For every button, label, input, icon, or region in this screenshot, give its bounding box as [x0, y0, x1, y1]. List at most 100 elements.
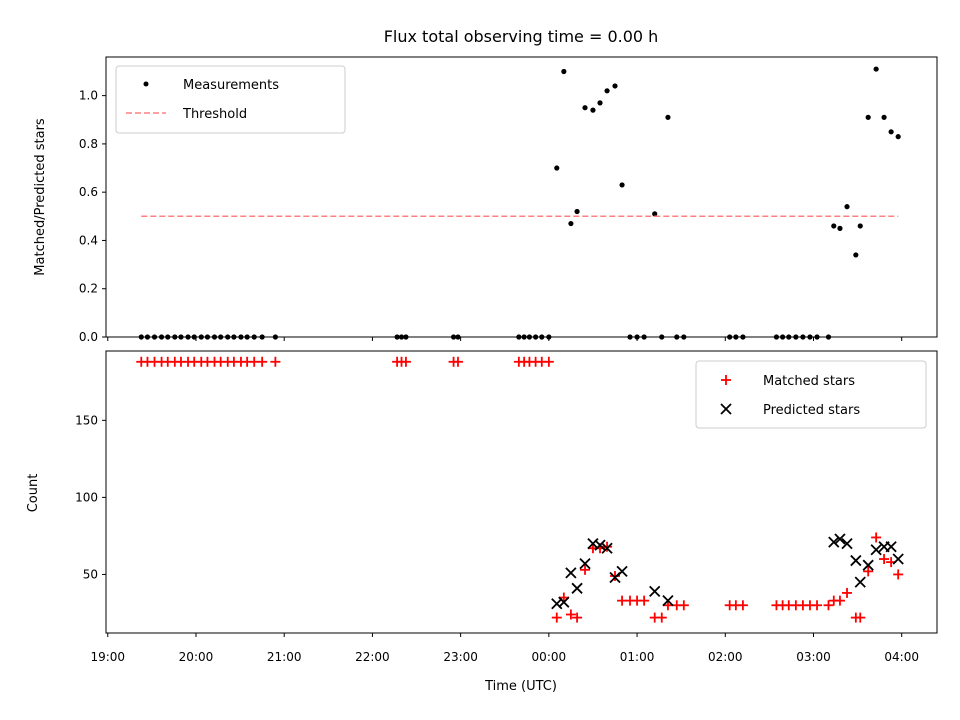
chart-title: Flux total observing time = 0.00 h [384, 27, 659, 46]
point-matched-stars [580, 564, 591, 575]
point-measurements [895, 134, 901, 140]
point-measurements [568, 220, 574, 227]
point-matched-stars [871, 532, 882, 543]
point-measurements [881, 114, 887, 120]
point-predicted-stars [834, 533, 846, 545]
point-predicted-stars [841, 537, 853, 550]
bottom-series [136, 356, 904, 623]
point-measurements [844, 204, 850, 210]
top-ticks: 0.0 0.2 0.4 0.6 0.8 1.0 [79, 89, 903, 344]
x-tick-label: 20:00 [179, 650, 214, 664]
point-matched-stars [572, 612, 583, 623]
legend-marker-matched-stars [721, 375, 731, 385]
point-measurements [865, 114, 871, 120]
x-tick-label: 19:00 [90, 650, 125, 664]
point-matched-stars [270, 356, 281, 367]
legend-label-measurements: Measurements [183, 78, 279, 93]
point-matched-stars [855, 612, 866, 623]
legend-marker-predicted-stars [720, 403, 732, 415]
bottom-legend: Matched stars Predicted stars [695, 360, 927, 429]
point-measurements [590, 107, 596, 113]
top-y-tick-label: 0.4 [79, 233, 98, 247]
point-matched-stars [823, 600, 834, 611]
top-y-axis-label: Matched/Predicted stars [33, 118, 48, 276]
point-measurements [652, 211, 658, 217]
point-predicted-stars [558, 596, 570, 608]
point-predicted-stars [862, 559, 874, 571]
x-tick-label: 01:00 [620, 650, 655, 664]
bottom-y-tick-label: 150 [75, 413, 98, 427]
bottom-ticks: 50 100 150 19:00 20:00 21:00 22:00 23:00 00:00 01… [75, 413, 919, 664]
x-tick-label: 02:00 [708, 650, 743, 664]
point-measurements [582, 105, 588, 111]
bottom-legend-box [695, 360, 927, 429]
point-measurements [604, 88, 610, 94]
point-predicted-stars [850, 554, 862, 567]
top-legend: Measurements Threshold [115, 65, 346, 134]
point-matched-stars [893, 569, 904, 580]
point-predicted-stars [885, 541, 897, 553]
top-y-tick-label: 1.0 [79, 89, 98, 103]
x-tick-label: 00:00 [532, 650, 567, 664]
point-predicted-stars [828, 536, 840, 548]
x-tick-label: 22:00 [355, 650, 390, 664]
x-axis-label: Time (UTC) [484, 679, 557, 694]
point-measurements [561, 68, 567, 75]
top-y-tick-label: 0.6 [79, 185, 98, 199]
point-matched-stars [565, 609, 576, 620]
point-matched-stars [656, 612, 667, 623]
point-measurements [888, 129, 894, 135]
point-measurements [665, 114, 671, 120]
bottom-y-axis-label: Count [26, 474, 41, 513]
point-measurements [612, 83, 618, 89]
point-matched-stars [257, 356, 268, 367]
point-measurements [554, 165, 560, 171]
top-panel: Flux total observing time = 0.00 h Match… [33, 27, 938, 344]
point-matched-stars [812, 600, 823, 611]
point-matched-stars [543, 356, 554, 367]
bottom-axes-frame [105, 350, 938, 634]
top-y-tick-label: 0.8 [79, 137, 98, 151]
x-tick-label: 21:00 [267, 650, 302, 664]
point-predicted-stars [579, 558, 591, 570]
point-predicted-stars [892, 553, 904, 565]
legend-label-matched-stars: Matched stars [763, 374, 855, 389]
point-matched-stars [662, 600, 673, 611]
top-y-tick-label: 0.0 [79, 330, 98, 344]
point-predicted-stars [565, 567, 577, 579]
point-predicted-stars [594, 539, 606, 551]
point-measurements [597, 100, 603, 106]
point-matched-stars [879, 554, 890, 565]
top-y-tick-label: 0.2 [79, 282, 98, 296]
legend-label-predicted-stars: Predicted stars [763, 403, 860, 418]
x-tick-label: 23:00 [443, 650, 478, 664]
point-predicted-stars [571, 582, 583, 594]
point-matched-stars [678, 600, 689, 611]
x-tick-label: 04:00 [884, 650, 919, 664]
point-matched-stars [602, 541, 613, 552]
point-matched-stars [863, 566, 874, 577]
point-matched-stars [842, 587, 853, 598]
legend-marker-measurements [143, 81, 149, 87]
point-matched-stars [639, 595, 650, 606]
point-measurements [873, 66, 879, 72]
point-measurements [831, 223, 837, 229]
point-predicted-stars [870, 544, 882, 556]
bottom-panel: Count Time (UTC) 50 100 150 19:00 20:00 21:00… [26, 350, 938, 694]
point-matched-stars [400, 356, 411, 367]
point-matched-stars [737, 600, 748, 611]
point-predicted-stars [649, 585, 661, 598]
point-measurements [853, 252, 859, 258]
x-tick-label: 03:00 [796, 650, 831, 664]
point-measurements [857, 223, 863, 229]
bottom-y-tick-label: 50 [83, 567, 98, 581]
top-axes-frame [105, 56, 938, 338]
point-predicted-stars [601, 542, 613, 554]
point-measurements [619, 182, 625, 188]
point-predicted-stars [662, 595, 674, 607]
point-measurements [574, 208, 580, 215]
legend-label-threshold: Threshold [182, 107, 247, 122]
point-predicted-stars [616, 565, 628, 577]
point-predicted-stars [854, 576, 866, 588]
